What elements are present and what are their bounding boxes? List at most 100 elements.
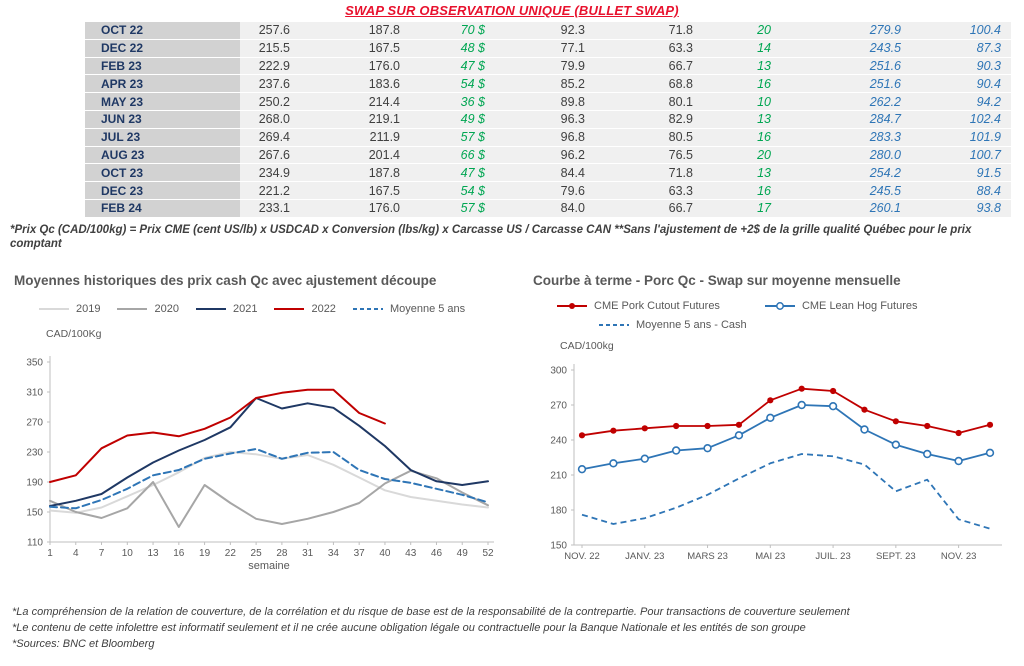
disclaimer-line: *Sources: BNC et Bloomberg	[12, 638, 155, 650]
value-cell: 251.6	[781, 75, 911, 94]
value-cell: 79.6	[495, 182, 595, 200]
svg-text:52: 52	[482, 548, 494, 559]
svg-text:MAI 23: MAI 23	[755, 551, 785, 561]
value-cell: 71.8	[595, 164, 703, 183]
table-row: MAY 23 250.2 214.4 36 $89.8 80.1 10 262.2 94.2	[85, 93, 1011, 111]
value-cell: 47 $	[410, 164, 495, 183]
swap-table: OCT 22 257.6 187.8 70 $92.3 71.8 20 279.9 100.4…	[85, 22, 1011, 218]
contract-month-cell: OCT 22	[85, 22, 240, 40]
value-cell: 234.9	[240, 164, 300, 183]
forward-curve-legend-row-2: Moyenne 5 ans - Cash	[598, 319, 747, 331]
contract-month-cell: JUL 23	[85, 128, 240, 147]
value-cell: 100.4	[911, 22, 1011, 40]
value-cell: 36 $	[410, 93, 495, 111]
value-cell: 187.8	[300, 164, 410, 183]
contract-month-cell: DEC 23	[85, 182, 240, 200]
svg-text:10: 10	[122, 548, 134, 559]
y-axis-ticks: 150 180 210 240 270 300	[550, 366, 574, 552]
value-cell: 219.1	[300, 110, 410, 129]
svg-text:240: 240	[550, 436, 567, 447]
value-cell: 251.6	[781, 57, 911, 76]
legend-item: Moyenne 5 ans - Cash	[598, 319, 747, 331]
legend-label: Moyenne 5 ans	[389, 303, 466, 315]
value-cell: 16	[703, 182, 781, 200]
legend-label: Moyenne 5 ans - Cash	[636, 319, 747, 331]
value-cell: 80.5	[595, 128, 703, 147]
legend-swatch-icon	[274, 308, 305, 310]
value-cell: 88.4	[911, 182, 1011, 200]
historical-prices-chart: 110 150 190 230 270 310 350 1 4 7 10 13 16 19 22 25 28 31…	[26, 356, 494, 559]
series-line-2022	[49, 388, 386, 483]
value-cell: 243.5	[781, 39, 911, 58]
page-title: SWAP SUR OBSERVATION UNIQUE (BULLET SWAP…	[345, 3, 679, 18]
value-cell: 90.3	[911, 57, 1011, 76]
value-cell: 280.0	[781, 146, 911, 165]
contract-month-cell: FEB 24	[85, 199, 240, 218]
value-cell: 20	[703, 146, 781, 165]
series-line-Moyenne 5 ans	[49, 448, 489, 510]
series-markers	[577, 400, 995, 474]
svg-text:7: 7	[99, 548, 105, 559]
value-cell: 57 $	[410, 199, 495, 218]
value-cell: 221.2	[240, 182, 300, 200]
svg-text:350: 350	[26, 358, 43, 369]
svg-text:1: 1	[47, 548, 53, 559]
svg-text:31: 31	[302, 548, 314, 559]
value-cell: 167.5	[300, 39, 410, 58]
value-cell: 96.2	[495, 146, 595, 165]
svg-text:310: 310	[26, 388, 43, 399]
value-cell: 233.1	[240, 199, 300, 218]
value-cell: 201.4	[300, 146, 410, 165]
value-cell: 16	[703, 75, 781, 94]
value-cell: 91.5	[911, 164, 1011, 183]
value-cell: 100.7	[911, 146, 1011, 165]
value-cell: 176.0	[300, 57, 410, 76]
svg-text:300: 300	[550, 366, 567, 377]
value-cell: 10	[703, 93, 781, 111]
svg-text:13: 13	[147, 548, 159, 559]
value-cell: 250.2	[240, 93, 300, 111]
forward-curve-chart: 150 180 210 240 270 300 NOV. 22 JANV. 23 MARS 23…	[550, 364, 1002, 561]
series-line-2019	[49, 451, 489, 514]
table-row: FEB 24 233.1 176.0 57 $84.0 66.7 17 260.1 93.8	[85, 199, 1011, 218]
value-cell: 245.5	[781, 182, 911, 200]
svg-text:28: 28	[276, 548, 288, 559]
value-cell: 96.3	[495, 110, 595, 129]
legend-item: CME Lean Hog Futures	[764, 300, 918, 312]
value-cell: 257.6	[240, 22, 300, 40]
value-cell: 90.4	[911, 75, 1011, 94]
value-cell: 66.7	[595, 199, 703, 218]
legend-label: 2019	[76, 303, 101, 315]
value-cell: 284.7	[781, 110, 911, 129]
value-cell: 254.2	[781, 164, 911, 183]
value-cell: 101.9	[911, 128, 1011, 147]
value-cell: 269.4	[240, 128, 300, 147]
value-cell: 84.0	[495, 199, 595, 218]
svg-text:MARS 23: MARS 23	[687, 551, 728, 561]
svg-text:270: 270	[26, 418, 43, 429]
svg-text:180: 180	[550, 506, 567, 517]
legend-item: 2020	[116, 303, 179, 315]
value-cell: 13	[703, 110, 781, 129]
svg-text:37: 37	[354, 548, 366, 559]
historical-chart-y-unit: CAD/100Kg	[46, 328, 102, 340]
svg-text:49: 49	[457, 548, 469, 559]
legend-label: 2022	[311, 303, 336, 315]
value-cell: 183.6	[300, 75, 410, 94]
value-cell: 54 $	[410, 182, 495, 200]
svg-text:JUIL. 23: JUIL. 23	[815, 551, 850, 561]
svg-text:270: 270	[550, 401, 567, 412]
value-cell: 47 $	[410, 57, 495, 76]
value-cell: 13	[703, 57, 781, 76]
contract-month-cell: AUG 23	[85, 146, 240, 165]
svg-text:NOV. 22: NOV. 22	[564, 551, 600, 561]
contract-month-cell: JUN 23	[85, 110, 240, 129]
value-cell: 49 $	[410, 110, 495, 129]
x-axis-ticks: 1 4 7 10 13 16 19 22 25 28 31 34 37 40 43 46 49 52	[47, 542, 494, 559]
x-axis-ticks: NOV. 22 JANV. 23 MARS 23 MAI 23 JUIL. 23 SEPT…	[564, 545, 976, 561]
value-cell: 187.8	[300, 22, 410, 40]
svg-text:210: 210	[550, 471, 567, 482]
value-cell: 70 $	[410, 22, 495, 40]
legend-swatch-icon	[764, 302, 795, 310]
